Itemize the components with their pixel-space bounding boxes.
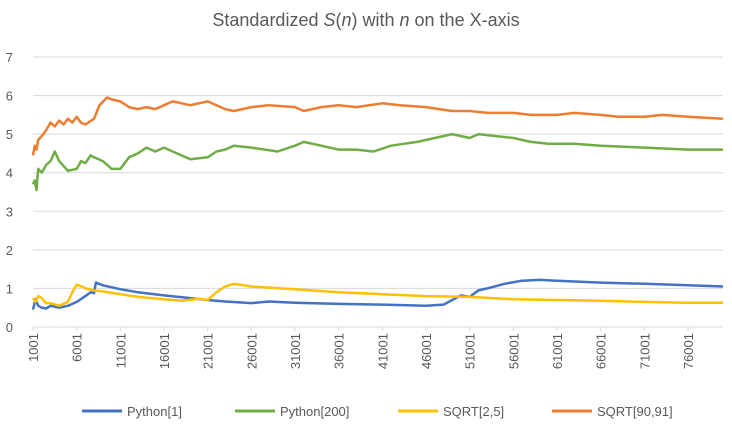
x-tick-label: 56001 <box>506 333 521 369</box>
x-tick-label: 51001 <box>463 333 478 369</box>
y-tick-label: 6 <box>6 89 13 104</box>
y-tick-label: 0 <box>6 320 13 335</box>
x-tick-label: 21001 <box>201 333 216 369</box>
title-n: n <box>341 10 351 30</box>
x-tick-label: 16001 <box>157 333 172 369</box>
x-tick-label: 76001 <box>681 333 696 369</box>
legend-label: SQRT[90,91] <box>597 404 673 419</box>
title-middle: with <box>358 10 400 30</box>
y-tick-label: 4 <box>6 166 13 181</box>
y-axis-ticks: 0 1 2 3 4 5 6 7 <box>6 50 13 335</box>
legend-label: SQRT[2,5] <box>443 404 504 419</box>
x-tick-label: 46001 <box>419 333 434 369</box>
title-s: S <box>323 10 335 30</box>
title-n2: n <box>400 10 410 30</box>
title-paren-open: ( <box>335 10 341 30</box>
x-tick-label: 61001 <box>550 333 565 369</box>
x-tick-label: 31001 <box>288 333 303 369</box>
x-tick-label: 66001 <box>594 333 609 369</box>
legend-label: Python[1] <box>127 404 182 419</box>
x-tick-label: 6001 <box>70 333 85 362</box>
x-tick-label: 1001 <box>26 333 41 362</box>
series-line-0 <box>31 278 724 310</box>
title-paren-close: ) <box>352 10 358 30</box>
x-tick-label: 11001 <box>113 333 128 368</box>
x-axis-ticks: 1001 6001 11001 16001 21001 26001 31001 36001 41… <box>26 333 696 369</box>
x-tick-label: 71001 <box>637 333 652 369</box>
x-tick-label: 41001 <box>375 333 390 369</box>
series-line-3 <box>31 96 724 156</box>
y-tick-label: 5 <box>6 127 13 142</box>
series-line-2 <box>31 282 723 308</box>
y-tick-label: 1 <box>6 281 13 296</box>
series-line-1 <box>31 132 723 192</box>
y-tick-label: 7 <box>6 50 13 65</box>
x-tick-label: 26001 <box>244 333 259 369</box>
title-prefix: Standardized <box>212 10 323 30</box>
y-tick-label: 3 <box>6 204 13 219</box>
series-lines <box>31 96 724 310</box>
title-suffix: on the X-axis <box>410 10 520 30</box>
gridlines <box>33 56 723 289</box>
y-tick-label: 2 <box>6 243 13 258</box>
axes <box>32 326 723 331</box>
chart-title: Standardized S(n) with n on the X-axis <box>212 10 519 30</box>
x-tick-label: 36001 <box>332 333 347 369</box>
legend: Python[1] Python[200] SQRT[2,5] SQRT[90,91] <box>82 404 673 419</box>
legend-label: Python[200] <box>280 404 349 419</box>
